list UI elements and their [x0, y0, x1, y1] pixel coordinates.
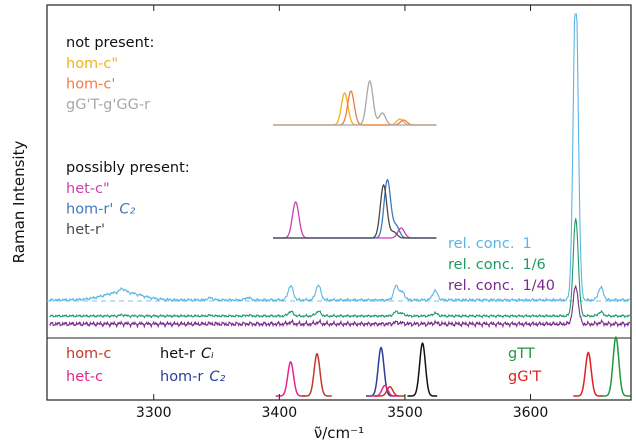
bottom-peak-6: [573, 351, 603, 397]
group-heading-0: not present:: [66, 35, 154, 51]
legend-exp-1: rel. conc. 1/6: [448, 257, 546, 273]
bottom-peak-0: [275, 360, 306, 397]
exp-series-2: [49, 284, 631, 329]
legend: not present: hom-c" hom-c' gG'T-g'GG-r possi…: [66, 35, 555, 385]
x-tick-label-1: 3400: [262, 405, 298, 421]
x-axis-label: ν̃/cm⁻¹: [314, 424, 364, 442]
legend-bottom-1: het-c: [66, 369, 103, 385]
x-tick-label-0: 3300: [136, 405, 172, 421]
calc-series-1-0: [273, 201, 437, 239]
legend-bottom-5: gG'T: [508, 369, 541, 385]
legend-calc-1-1: hom-r' C₂: [66, 202, 135, 218]
legend-calc-0-0: hom-c": [66, 56, 118, 72]
bottom-peak-7: [600, 335, 631, 397]
group-heading-1: possibly present:: [66, 160, 190, 176]
bottom-peak-3: [369, 384, 400, 397]
legend-calc-0-1: hom-c': [66, 77, 115, 93]
legend-exp-2: rel. conc. 1/40: [448, 278, 555, 294]
legend-calc-1-2: het-r': [66, 222, 105, 238]
legend-bottom-3: hom-r C₂: [160, 369, 226, 385]
legend-bottom-0: hom-c: [66, 346, 111, 362]
calculated-spectra: [273, 79, 437, 239]
x-tick-label-2: 3500: [387, 405, 423, 421]
bottom-stick-spectra: [47, 335, 631, 397]
bottom-peak-5: [407, 342, 438, 397]
legend-calc-0-2: gG'T-g'GG-r: [66, 97, 150, 113]
calc-series-0-1: [273, 90, 437, 126]
legend-exp-0: rel. conc. 1: [448, 236, 532, 252]
exp-series-1: [49, 218, 631, 319]
y-axis-label: Raman Intensity: [10, 141, 28, 264]
bottom-peak-1: [301, 352, 332, 397]
bottom-peak-4: [374, 385, 405, 397]
legend-bottom-4: gTT: [508, 346, 535, 362]
calc-series-1-2: [273, 183, 437, 239]
calc-series-0-2: [273, 79, 437, 126]
axes: 3300 3400 3500 3600: [136, 5, 548, 421]
x-tick-label-3: 3600: [513, 405, 549, 421]
experimental-spectra: [47, 13, 631, 329]
plot-frame: [46, 4, 632, 401]
exp-series-0: [49, 13, 631, 303]
legend-bottom-2: het-r Cᵢ: [160, 346, 214, 362]
legend-calc-1-0: het-c": [66, 181, 110, 197]
